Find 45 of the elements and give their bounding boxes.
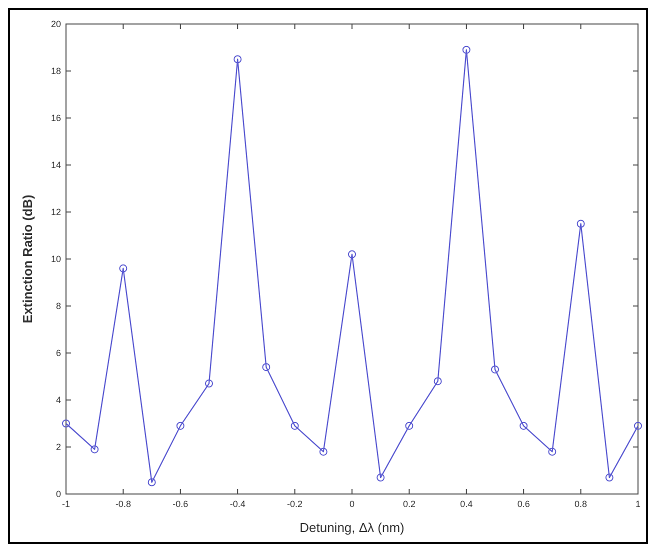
point xyxy=(148,478,156,486)
point xyxy=(634,422,642,430)
point xyxy=(434,377,442,386)
x-tick-label: -0.6 xyxy=(172,499,188,509)
x-tick-label: 0.6 xyxy=(517,499,530,509)
y-tick-label: 4 xyxy=(56,395,61,405)
y-tick-label: 10 xyxy=(50,254,61,264)
point xyxy=(290,422,299,430)
x-tick-label: 1 xyxy=(635,499,641,509)
y-tick-label: 0 xyxy=(56,489,61,499)
x-tick-label: -1 xyxy=(62,499,70,509)
point xyxy=(520,422,528,430)
y-tick-label: 6 xyxy=(56,348,61,358)
point xyxy=(176,422,184,430)
point xyxy=(548,448,556,456)
point xyxy=(605,474,614,482)
point xyxy=(234,55,242,64)
point xyxy=(319,448,328,456)
y-tick-label: 20 xyxy=(50,19,61,29)
point xyxy=(90,445,99,454)
x-tick-label: -0.4 xyxy=(230,499,246,509)
point xyxy=(348,250,356,258)
x-tick-label: 0 xyxy=(349,499,355,509)
x-tick-label: -0.2 xyxy=(287,499,303,509)
y-axis-title: Extinction Ratio (dB) xyxy=(20,194,35,324)
point xyxy=(405,422,414,430)
y-tick-label: 2 xyxy=(56,442,61,452)
point xyxy=(462,46,470,54)
point xyxy=(205,380,213,388)
y-tick-label: 18 xyxy=(50,66,61,76)
x-tick-label: 0.2 xyxy=(402,499,416,509)
point xyxy=(119,264,128,272)
point xyxy=(62,420,70,428)
y-tick-label: 12 xyxy=(50,207,61,217)
x-tick-label: -0.8 xyxy=(115,499,131,509)
point xyxy=(491,365,499,374)
point xyxy=(376,474,385,482)
point xyxy=(262,363,270,372)
y-tick-label: 8 xyxy=(56,301,61,311)
x-axis-title: Detuning, Δλ (nm) xyxy=(300,520,404,535)
x-tick-label: 0.8 xyxy=(574,499,588,509)
point xyxy=(576,220,585,228)
y-tick-label: 16 xyxy=(50,113,61,123)
x-tick-label: 0.4 xyxy=(460,499,473,509)
y-tick-label: 14 xyxy=(50,160,61,170)
